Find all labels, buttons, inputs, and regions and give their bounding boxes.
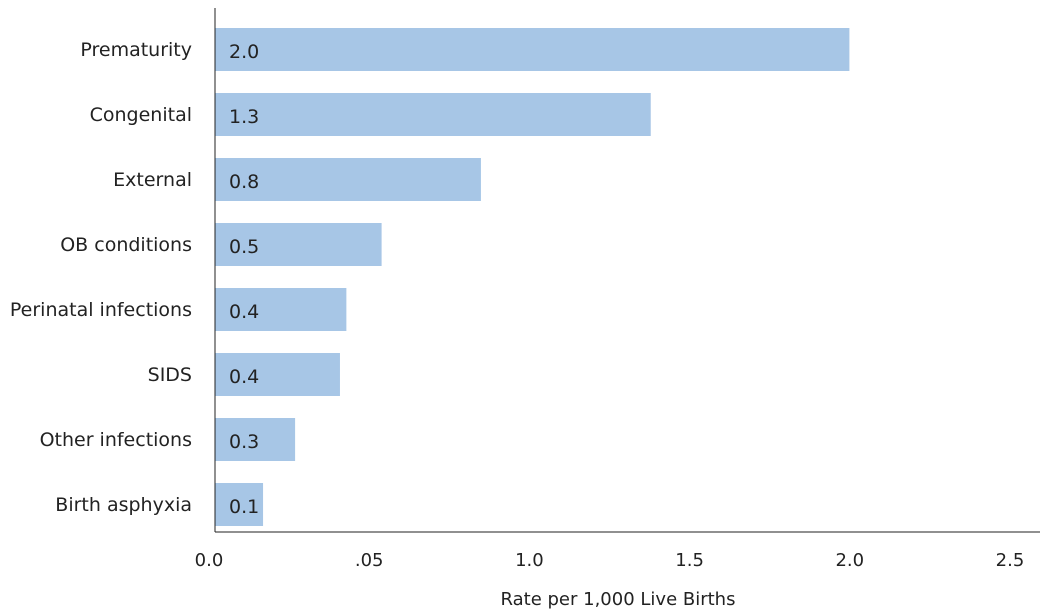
bar-value-label: 0.1 (229, 496, 259, 518)
bar-value-label: 0.8 (229, 171, 259, 193)
bar-sids (215, 353, 340, 396)
bar-value-label: 1.3 (229, 106, 259, 128)
bar-birth-asphyxia (215, 483, 264, 526)
x-tick-label: 2.5 (996, 550, 1025, 571)
bar-external (215, 158, 481, 201)
category-label: Other infections (40, 429, 192, 451)
x-axis-title: Rate per 1,000 Live Births (501, 589, 736, 610)
data-labels-group: 2.0 1.3 0.8 0.5 0.4 0.4 0.3 0.1 (229, 41, 259, 518)
bars-group (215, 28, 850, 526)
category-label: Prematurity (80, 39, 192, 61)
bar-value-label: 0.4 (229, 366, 259, 388)
bar-ob-conditions (215, 223, 382, 266)
bar-value-label: 0.4 (229, 301, 259, 323)
category-label: SIDS (148, 364, 192, 386)
bar-prematurity (215, 28, 850, 71)
category-label: External (113, 169, 192, 191)
category-label: OB conditions (60, 234, 192, 256)
bar-congenital (215, 93, 651, 136)
category-label: Congenital (90, 104, 192, 126)
category-labels-group: Prematurity Congenital External OB conditio… (10, 39, 192, 516)
category-label: Birth asphyxia (55, 494, 192, 516)
bar-value-label: 0.5 (229, 236, 259, 258)
x-tick-label: 0.0 (195, 550, 224, 571)
bar-other-infections (215, 418, 296, 461)
x-tick-label: 2.0 (835, 550, 864, 571)
x-tick-label: .05 (355, 550, 384, 571)
x-tick-label: 1.5 (675, 550, 704, 571)
category-label: Perinatal infections (10, 299, 192, 321)
bar-perinatal-infections (215, 288, 347, 331)
x-tick-labels-group: 0.0 .05 1.0 1.5 2.0 2.5 (195, 550, 1025, 571)
bar-value-label: 2.0 (229, 41, 259, 63)
bar-value-label: 0.3 (229, 431, 259, 453)
x-tick-label: 1.0 (515, 550, 544, 571)
